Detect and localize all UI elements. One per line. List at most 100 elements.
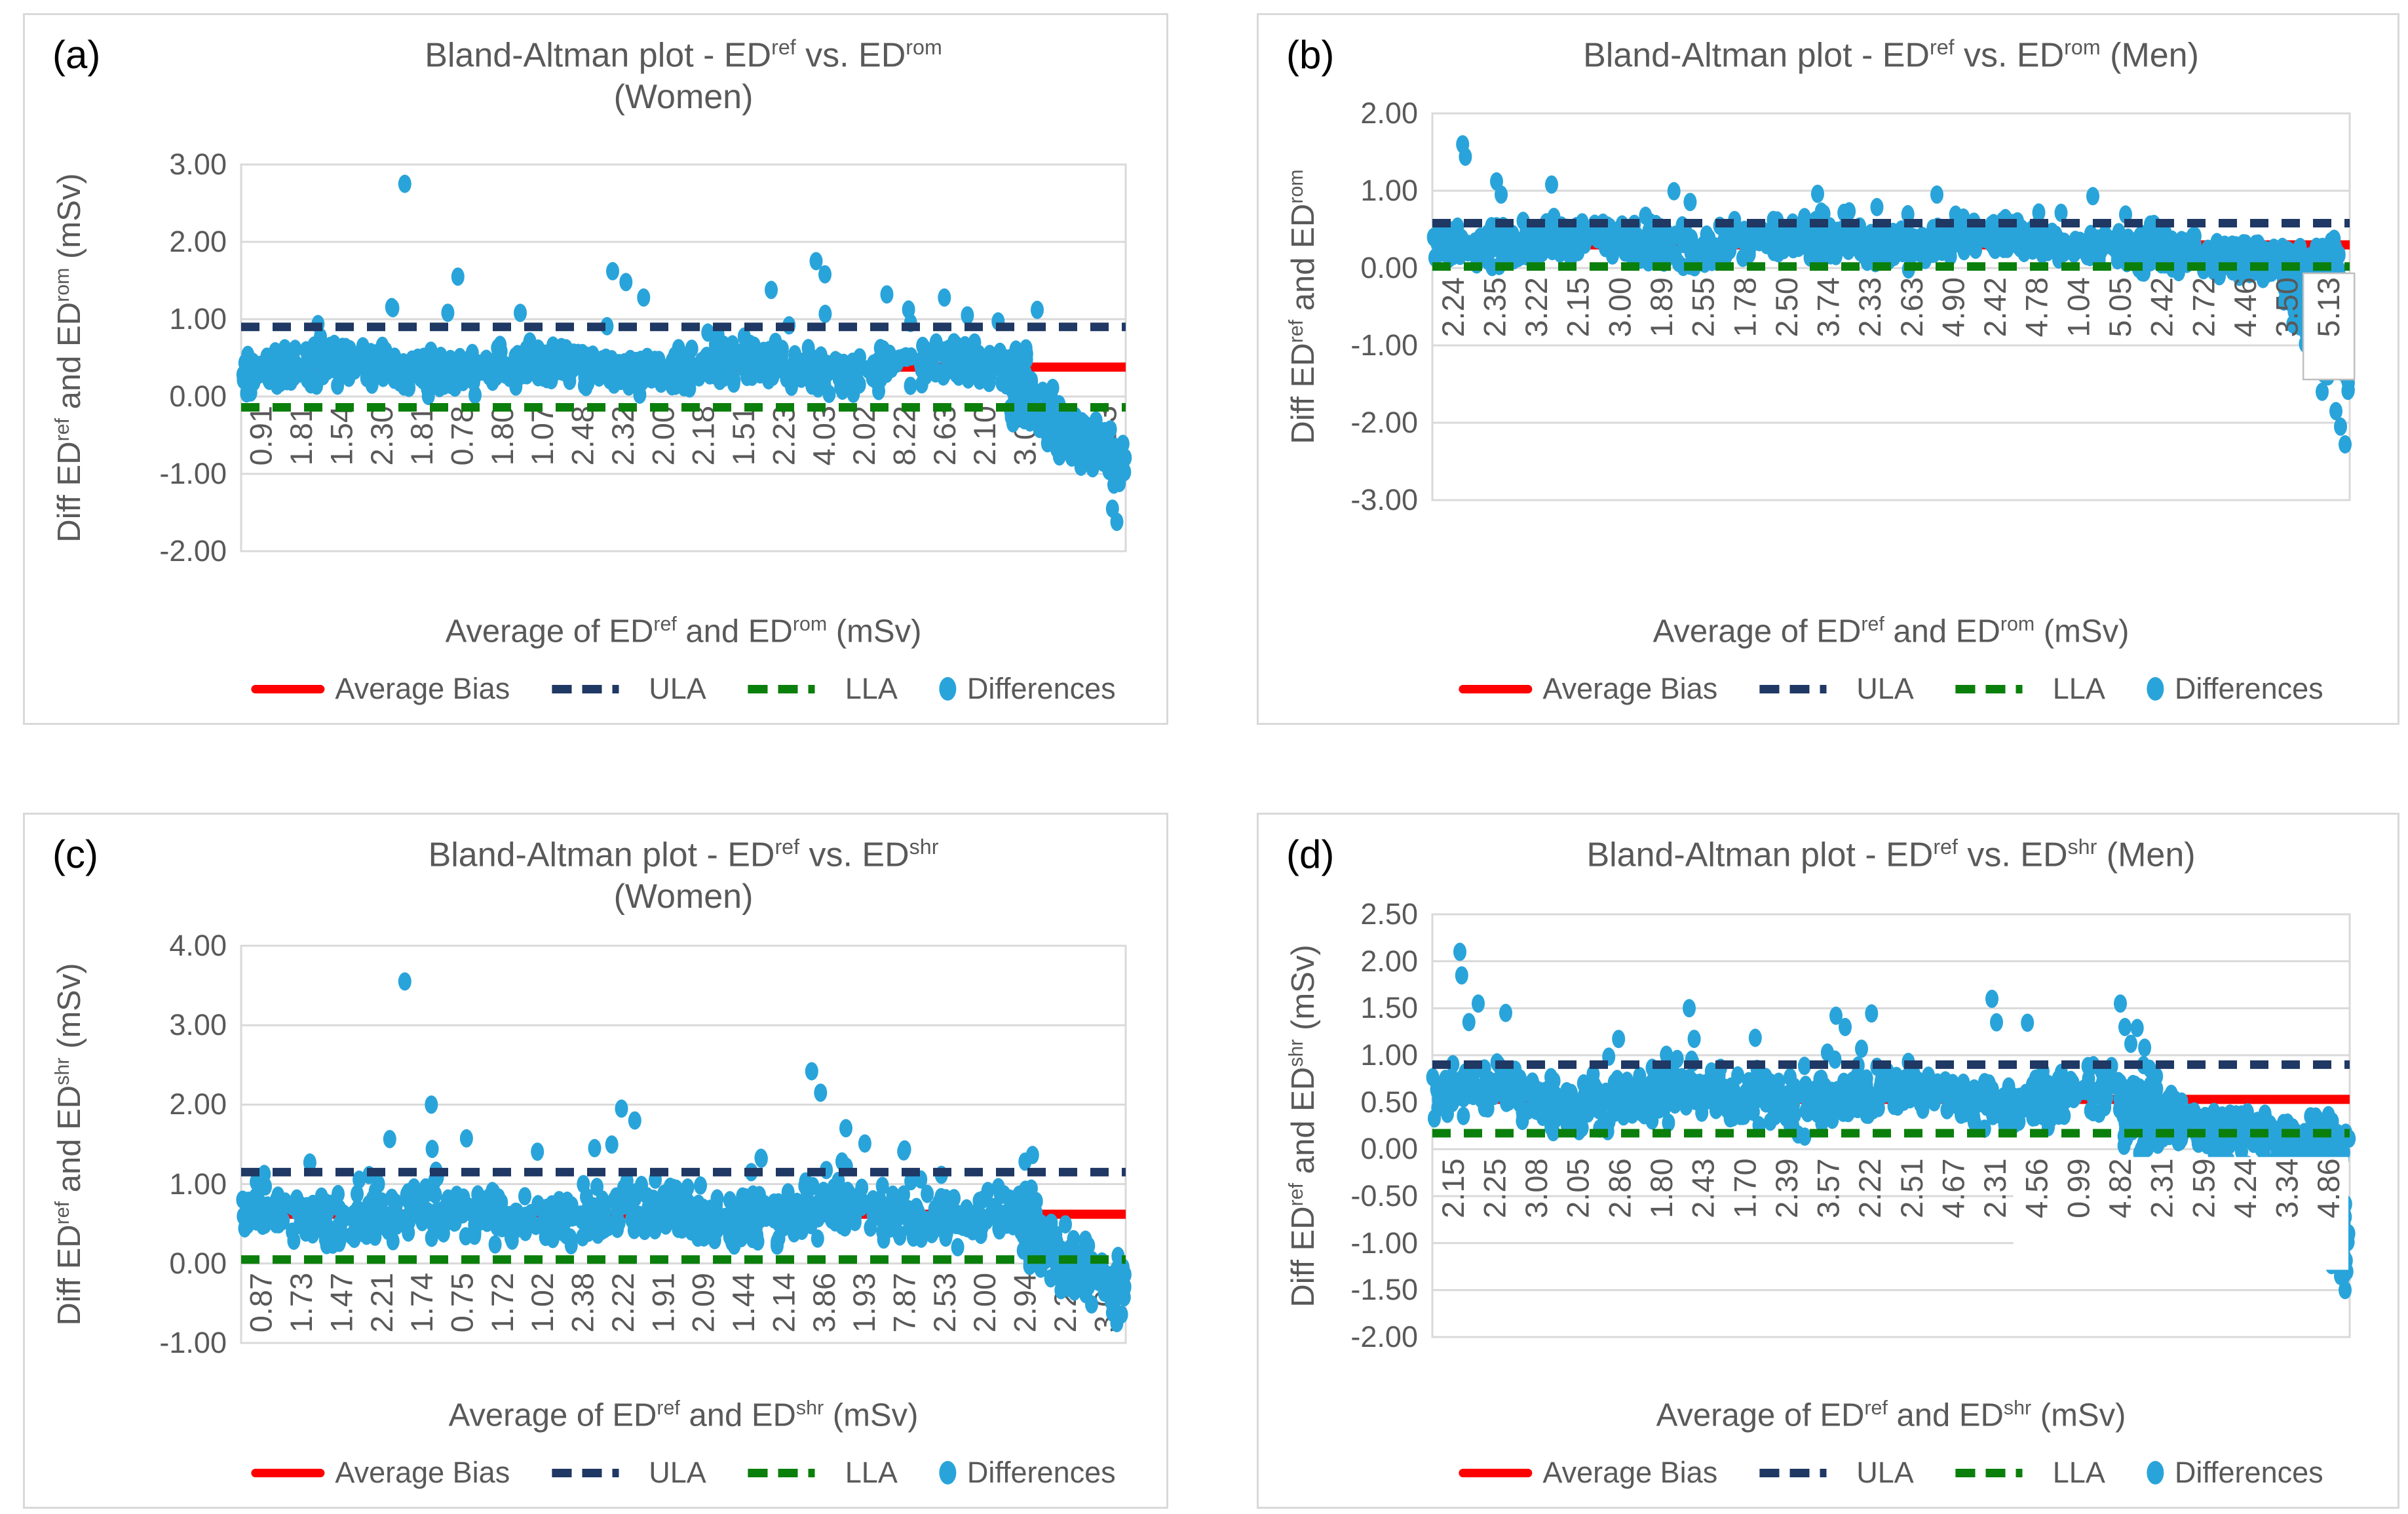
x-tick-label: 1.80: [485, 406, 520, 465]
x-tick-label: 2.25: [1477, 1158, 1512, 1218]
x-axis-title: Average of EDref and EDrom (mSv): [445, 612, 922, 649]
x-tick-label: 1.02: [525, 1273, 560, 1332]
x-tick-label: 2.18: [686, 406, 721, 465]
x-tick-label: 3.08: [1519, 1158, 1554, 1218]
legend-label: ULA: [1856, 672, 1914, 705]
x-tick-label: 2.55: [1686, 277, 1721, 337]
x-tick-label: 0.78: [445, 406, 480, 465]
tick-label-box: [2302, 272, 2356, 381]
legend-label: Differences: [966, 672, 1116, 705]
differences-points: [236, 174, 1132, 532]
y-tick-label: -2.00: [1350, 1320, 1418, 1353]
legend-solid-line-icon: [251, 1468, 325, 1477]
x-tick-label: 1.81: [404, 406, 439, 465]
legend-dashed-line-icon: [552, 684, 639, 693]
y-tick-label: 1.00: [1360, 1038, 1418, 1072]
chart-title: Bland-Altman plot - EDref vs. EDrom (Men…: [1583, 35, 2199, 75]
legend-item-differences: Differences: [939, 672, 1116, 706]
y-tick-label: 0.00: [1360, 251, 1418, 284]
panel-d: (d) Bland-Altman plot - EDref vs. EDshr …: [1257, 813, 2399, 1509]
x-tick-label: 2.42: [2145, 277, 2179, 337]
x-tick-label: 2.53: [927, 1273, 962, 1332]
x-tick-label: 4.78: [2019, 277, 2054, 337]
x-tick-label: 1.04: [2061, 277, 2095, 337]
x-tick-label: 7.87: [887, 1273, 922, 1332]
x-tick-label: 1.72: [485, 1273, 520, 1332]
x-tick-label: 2.05: [1561, 1158, 1596, 1218]
y-tick-label: 0.00: [1360, 1132, 1418, 1166]
y-tick-label: 1.00: [1360, 174, 1418, 207]
y-tick-label: -1.00: [159, 457, 227, 490]
x-axis-title: Average of EDref and EDshr (mSv): [448, 1396, 919, 1433]
y-tick-label: 2.00: [1360, 944, 1418, 978]
panel-a: (a) Bland-Altman plot - EDref vs. EDrom(…: [23, 13, 1168, 725]
legend-item-average-bias: Average Bias: [251, 672, 510, 706]
x-tick-label: 1.93: [847, 1273, 881, 1332]
x-tick-label: 2.14: [766, 1273, 801, 1332]
x-tick-label: 1.47: [324, 1273, 358, 1332]
legend-marker-icon: [939, 677, 957, 701]
legend-dashed-line-icon: [748, 684, 835, 693]
legend-dashed-line-icon: [1759, 1468, 1846, 1477]
y-tick-label: -0.50: [1350, 1179, 1418, 1213]
differences-points: [236, 972, 1132, 1332]
x-tick-label: 2.00: [967, 1273, 1002, 1332]
x-tick-label: 1.80: [1644, 1158, 1679, 1218]
y-tick-label: 3.00: [169, 1008, 227, 1042]
x-tick-label: 3.00: [1602, 277, 1637, 337]
legend: Average Bias ULA LLA Differences: [251, 672, 1116, 706]
x-tick-label: 1.78: [1727, 277, 1762, 337]
x-tick-label: 2.31: [2145, 1158, 2179, 1218]
legend-label: LLA: [845, 1456, 898, 1489]
legend-item-differences: Differences: [939, 1456, 1116, 1490]
x-tick-label: 2.42: [1978, 277, 2012, 337]
x-tick-label: 4.82: [2103, 1158, 2137, 1218]
x-tick-label: 3.22: [1519, 277, 1554, 337]
y-tick-label: -3.00: [1350, 483, 1418, 516]
x-tick-label: 0.87: [244, 1273, 278, 1332]
chart-title: Bland-Altman plot - EDref vs. EDshr (Wome…: [428, 835, 939, 916]
legend-dashed-line-icon: [748, 1468, 835, 1477]
x-tick-label: 5.05: [2103, 277, 2137, 337]
x-tick-label: 2.48: [565, 406, 600, 465]
legend-label: Average Bias: [1542, 672, 1718, 705]
legend-item-ula: ULA: [552, 1456, 706, 1490]
panel-letter: (c): [52, 832, 98, 876]
legend-label: ULA: [1856, 1456, 1914, 1489]
x-tick-label: 1.51: [726, 406, 761, 465]
x-tick-label: 2.21: [364, 1273, 399, 1332]
y-tick-label: 4.00: [169, 929, 227, 962]
legend-dashed-line-icon: [1759, 684, 1846, 693]
x-axis-ticks: 2.15 2.25 3.08 2.05 2.86 1.80 2.43 1.70 2.39 3.57…: [1436, 1158, 2346, 1218]
x-tick-label: 2.10: [967, 406, 1002, 465]
chart-title: Bland-Altman plot - EDref vs. EDrom (Wome…: [425, 35, 942, 116]
x-tick-label: 0.91: [244, 406, 278, 465]
panel-c: (c) Bland-Altman plot - EDref vs. EDshr(…: [23, 813, 1168, 1509]
y-tick-label: 2.00: [169, 225, 227, 258]
x-tick-label: 3.74: [1811, 277, 1846, 337]
x-tick-label: 2.23: [766, 406, 801, 465]
legend-dashed-line-icon: [1955, 1468, 2042, 1477]
x-tick-label: 2.43: [1686, 1158, 1721, 1218]
y-tick-label: 0.00: [169, 1246, 227, 1280]
legend-label: LLA: [2052, 672, 2105, 705]
y-tick-label: 3.00: [169, 147, 227, 181]
x-tick-label: 2.30: [364, 406, 399, 465]
x-tick-label: 2.63: [927, 406, 962, 465]
x-tick-label: 4.24: [2228, 1158, 2263, 1218]
y-axis-title: Diff EDref and EDshr (mSv): [50, 963, 88, 1326]
x-tick-label: 1.74: [404, 1273, 439, 1332]
legend-item-ula: ULA: [1759, 672, 1914, 706]
x-tick-label: 1.44: [726, 1273, 761, 1332]
chart-title: Bland-Altman plot - EDref vs. EDshr (Men…: [1586, 835, 2196, 874]
x-tick-label: 2.86: [1602, 1158, 1637, 1218]
x-tick-label: 1.07: [525, 406, 560, 465]
legend-item-lla: LLA: [748, 672, 898, 706]
x-axis-ticks: 0.91 1.81 1.54 2.30 1.81 0.78 1.80 1.07 2.48 2.32…: [244, 406, 1123, 465]
legend-label: Differences: [2174, 1456, 2323, 1489]
legend-solid-line-icon: [1459, 1468, 1533, 1477]
x-tick-label: 3.86: [807, 1273, 841, 1332]
x-tick-label: 2.15: [1436, 1158, 1470, 1218]
legend-label: ULA: [649, 1456, 706, 1489]
